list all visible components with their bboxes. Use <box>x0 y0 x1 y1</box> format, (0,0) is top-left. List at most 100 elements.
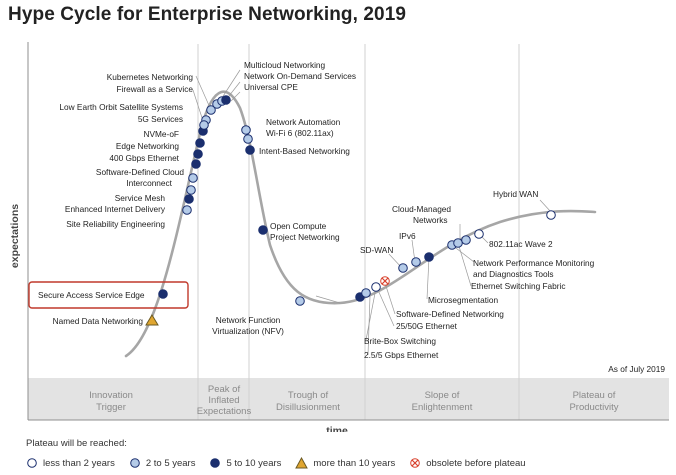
label-intent-based-networking: Intent-Based Networking <box>259 146 350 156</box>
marker-cloud-managed-networks <box>461 235 471 245</box>
label-brite-box-switching: Brite-Box Switching <box>364 336 436 346</box>
label-sd-wan: SD-WAN <box>360 245 393 255</box>
leader-line <box>195 75 212 111</box>
leader-line <box>539 199 552 213</box>
hype-cycle-chart: Innovation Trigger Peak of Inflated Expe… <box>9 42 669 432</box>
marker-400-gbps-ethernet <box>191 159 201 169</box>
crossed-circle-icon <box>410 458 421 468</box>
hype-curve <box>124 90 597 358</box>
marker-hybrid-wan <box>546 210 556 220</box>
label-nvme-of: NVMe-oF <box>144 129 180 139</box>
legend-item-5-to-10-years: 5 to 10 years <box>209 457 281 469</box>
legend-label: less than 2 years <box>43 457 115 469</box>
leader-line <box>365 287 377 341</box>
marker-intent-based-networking <box>245 145 255 155</box>
label-software-defined-networking: Software-Defined Networking <box>396 309 504 319</box>
marker-universal-cpe <box>221 95 231 105</box>
marker-service-mesh <box>186 185 196 195</box>
marker-ethernet-switching-fabric <box>453 238 463 248</box>
label-25-50g-ethernet: 25/50G Ethernet <box>396 321 458 331</box>
phase-label-trough: Trough of <box>288 390 329 401</box>
highlight-box <box>28 281 189 309</box>
label-universal-cpe: Universal CPE <box>244 82 298 92</box>
legend-title: Plateau will be reached: <box>26 438 127 449</box>
light-blue-circle-icon <box>130 458 140 468</box>
label-open-compute-project-networking: Open Compute <box>270 221 327 231</box>
marker-nfv <box>295 296 305 306</box>
marker-802-11ac-wave-2 <box>474 229 484 239</box>
marker-ipv6 <box>411 257 421 267</box>
label-cloud-managed-networks: Networks <box>413 215 448 225</box>
legend-item-less-than-2-years: less than 2 years <box>26 457 115 469</box>
label-low-earth-orbit-satellite-systems: Low Earth Orbit Satellite Systems <box>59 102 183 112</box>
label-network-automation: Network Automation <box>266 117 341 127</box>
label-802-11ac-wave-2: 802.11ac Wave 2 <box>489 239 553 249</box>
legend-item-obsolete-before-plateau: obsolete before plateau <box>409 457 526 469</box>
leader-line <box>384 282 396 315</box>
page-title: Hype Cycle for Enterprise Networking, 20… <box>8 4 407 25</box>
label-secure-access-service-edge: Secure Access Service Edge <box>38 290 145 300</box>
markers <box>145 95 556 326</box>
label-firewall-as-a-service: Firewall as a Service <box>116 84 193 94</box>
leader-line <box>426 256 430 300</box>
marker-secure-access-service-edge <box>158 289 168 299</box>
legend-label: more than 10 years <box>313 457 396 469</box>
dark-blue-circle-icon <box>210 458 221 468</box>
label-service-mesh: Service Mesh <box>115 193 166 203</box>
marker-wi-fi-6 <box>243 134 253 144</box>
label-enhanced-internet-delivery: Enhanced Internet Delivery <box>65 204 166 214</box>
leader-line <box>315 295 341 304</box>
marker-software-defined-networking <box>380 276 390 286</box>
label-wi-fi-6: Wi-Fi 6 (802.11ax) <box>266 128 334 138</box>
label-ipv6: IPv6 <box>399 231 416 241</box>
marker-enhanced-internet-delivery <box>184 194 194 204</box>
as-of-date: As of July 2019 <box>608 364 665 374</box>
marker-microsegmentation <box>424 252 434 262</box>
phase-label-slope: Slope of <box>425 390 460 401</box>
leader-line <box>377 289 395 327</box>
phase-label-peak: Inflated <box>208 395 239 406</box>
label-edge-networking: Edge Networking <box>116 141 180 151</box>
label-nfv: Network Function <box>216 315 281 325</box>
label-2-5-5-gbps-ethernet: 2.5/5 Gbps Ethernet <box>364 350 439 360</box>
point-labels: Named Data Networking Secure Access Serv… <box>38 60 595 360</box>
phase-label-trough: Disillusionment <box>276 402 340 413</box>
y-axis-label: expectations <box>9 204 21 268</box>
x-axis-label: time <box>326 425 348 432</box>
label-nfv: Virtualization (NFV) <box>212 326 284 336</box>
legend-label: 5 to 10 years <box>226 457 282 469</box>
label-kubernetes-networking: Kubernetes Networking <box>107 72 194 82</box>
label-network-performance-monitoring: Network Performance Monitoring <box>473 258 595 268</box>
open-circle-icon <box>27 458 37 468</box>
phase-label-peak: Expectations <box>197 406 252 417</box>
label-400-gbps-ethernet: 400 Gbps Ethernet <box>109 153 179 163</box>
phase-label-slope: Enlightenment <box>412 402 473 413</box>
marker-open-compute-project-networking <box>258 225 268 235</box>
phase-labels: Innovation Trigger Peak of Inflated Expe… <box>89 384 619 417</box>
marker-nvme-of <box>195 138 205 148</box>
marker-named-data-networking <box>145 314 159 326</box>
label-site-reliability-engineering: Site Reliability Engineering <box>66 219 165 229</box>
legend-item-2-to-5-years: 2 to 5 years <box>129 457 196 469</box>
label-software-defined-cloud-interconnect: Interconnect <box>126 178 172 188</box>
leader-line <box>367 295 371 356</box>
label-5g-services: 5G Services <box>138 114 183 124</box>
phase-label-innovation-trigger: Trigger <box>96 402 126 413</box>
marker-2-5-5-gbps-ethernet <box>361 288 371 298</box>
label-ethernet-switching-fabric: Ethernet Switching Fabric <box>471 281 566 291</box>
legend-label: 2 to 5 years <box>145 457 196 469</box>
marker-25-50g-ethernet <box>371 282 381 292</box>
phase-label-plateau: Productivity <box>569 402 618 413</box>
label-microsegmentation: Microsegmentation <box>428 295 498 305</box>
marker-site-reliability-engineering <box>182 205 192 215</box>
label-network-performance-monitoring: and Diagnostics Tools <box>473 269 554 279</box>
label-named-data-networking: Named Data Networking <box>53 316 144 326</box>
leader-line <box>457 242 472 287</box>
legend: Plateau will be reached: less than 2 yea… <box>26 438 526 469</box>
label-multicloud-networking: Multicloud Networking <box>244 60 326 70</box>
phase-label-innovation-trigger: Innovation <box>89 390 133 401</box>
marker-sd-wan <box>398 263 408 273</box>
leader-line <box>230 91 241 102</box>
legend-item-more-than-10-years: more than 10 years <box>295 457 395 469</box>
marker-network-automation <box>241 125 251 135</box>
